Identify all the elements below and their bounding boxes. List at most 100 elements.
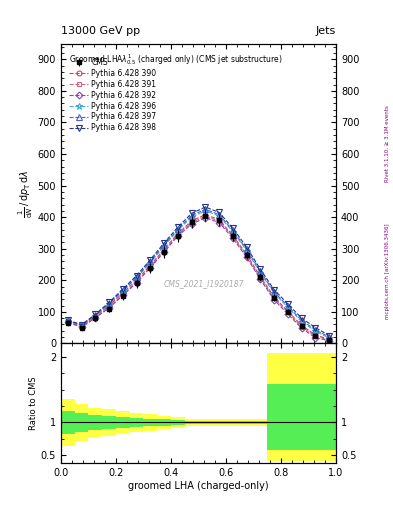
Pythia 6.428 396 — [244, 247, 249, 253]
Text: 13000 GeV pp: 13000 GeV pp — [61, 26, 140, 36]
Pythia 6.428 396 — [313, 328, 318, 334]
Pythia 6.428 391 — [134, 279, 139, 285]
Pythia 6.428 390 — [230, 232, 235, 239]
Text: CMS_2021_I1920187: CMS_2021_I1920187 — [164, 279, 244, 288]
Pythia 6.428 396 — [230, 228, 235, 234]
Pythia 6.428 390 — [285, 308, 290, 314]
Pythia 6.428 397 — [327, 334, 332, 340]
Pythia 6.428 396 — [203, 208, 208, 214]
Pythia 6.428 396 — [285, 304, 290, 310]
Pythia 6.428 392 — [299, 325, 304, 331]
Pythia 6.428 398 — [230, 225, 235, 231]
Line: Pythia 6.428 391: Pythia 6.428 391 — [65, 214, 332, 343]
Pythia 6.428 398 — [217, 209, 222, 216]
Pythia 6.428 392 — [230, 235, 235, 241]
Pythia 6.428 391 — [107, 304, 112, 310]
Line: Pythia 6.428 390: Pythia 6.428 390 — [65, 212, 332, 342]
Pythia 6.428 397 — [272, 289, 277, 295]
Pythia 6.428 398 — [107, 300, 112, 306]
Pythia 6.428 398 — [176, 224, 180, 230]
Pythia 6.428 391 — [203, 213, 208, 219]
Pythia 6.428 398 — [134, 272, 139, 279]
Pythia 6.428 392 — [162, 249, 167, 255]
Pythia 6.428 390 — [93, 313, 97, 319]
Pythia 6.428 392 — [79, 324, 84, 330]
Pythia 6.428 398 — [162, 240, 167, 246]
Pythia 6.428 391 — [65, 319, 70, 325]
Line: Pythia 6.428 392: Pythia 6.428 392 — [65, 216, 332, 343]
Pythia 6.428 398 — [65, 317, 70, 323]
Line: Pythia 6.428 396: Pythia 6.428 396 — [64, 207, 332, 342]
Pythia 6.428 390 — [134, 277, 139, 283]
Pythia 6.428 398 — [299, 315, 304, 321]
Pythia 6.428 392 — [107, 305, 112, 311]
Pythia 6.428 398 — [272, 287, 277, 293]
X-axis label: groomed LHA (charged-only): groomed LHA (charged-only) — [128, 481, 269, 491]
Pythia 6.428 396 — [217, 213, 222, 219]
Text: mcplots.cern.ch [arXiv:1306.3436]: mcplots.cern.ch [arXiv:1306.3436] — [385, 224, 390, 319]
Pythia 6.428 397 — [120, 287, 125, 293]
Pythia 6.428 397 — [258, 268, 263, 274]
Pythia 6.428 396 — [299, 318, 304, 325]
Pythia 6.428 398 — [327, 332, 332, 338]
Pythia 6.428 396 — [65, 317, 70, 324]
Pythia 6.428 391 — [162, 247, 167, 253]
Pythia 6.428 397 — [244, 246, 249, 252]
Pythia 6.428 391 — [299, 324, 304, 330]
Pythia 6.428 392 — [134, 280, 139, 286]
Pythia 6.428 392 — [120, 292, 125, 298]
Pythia 6.428 398 — [258, 266, 263, 272]
Pythia 6.428 390 — [148, 262, 152, 268]
Pythia 6.428 398 — [148, 257, 152, 263]
Pythia 6.428 392 — [65, 319, 70, 325]
Pythia 6.428 397 — [203, 206, 208, 212]
Pythia 6.428 390 — [258, 273, 263, 280]
Pythia 6.428 398 — [93, 311, 97, 317]
Pythia 6.428 390 — [189, 218, 194, 224]
Pythia 6.428 391 — [230, 233, 235, 240]
Pythia 6.428 391 — [285, 309, 290, 315]
Pythia 6.428 391 — [120, 291, 125, 297]
Pythia 6.428 397 — [65, 317, 70, 324]
Pythia 6.428 396 — [134, 275, 139, 281]
Legend: CMS, Pythia 6.428 390, Pythia 6.428 391, Pythia 6.428 392, Pythia 6.428 396, Pyt: CMS, Pythia 6.428 390, Pythia 6.428 391,… — [68, 56, 158, 134]
Pythia 6.428 397 — [313, 327, 318, 333]
Line: Pythia 6.428 397: Pythia 6.428 397 — [65, 206, 332, 340]
Pythia 6.428 391 — [258, 274, 263, 281]
Pythia 6.428 396 — [258, 270, 263, 276]
Pythia 6.428 391 — [217, 218, 222, 224]
Pythia 6.428 397 — [176, 226, 180, 232]
Pythia 6.428 396 — [120, 288, 125, 294]
Pythia 6.428 392 — [244, 254, 249, 260]
Pythia 6.428 392 — [203, 215, 208, 221]
Pythia 6.428 391 — [189, 220, 194, 226]
Pythia 6.428 397 — [162, 242, 167, 248]
Pythia 6.428 390 — [120, 290, 125, 296]
Pythia 6.428 396 — [189, 214, 194, 220]
Pythia 6.428 398 — [285, 301, 290, 307]
Pythia 6.428 396 — [93, 312, 97, 318]
Pythia 6.428 392 — [93, 315, 97, 321]
Pythia 6.428 396 — [272, 290, 277, 296]
Pythia 6.428 390 — [203, 211, 208, 218]
Pythia 6.428 397 — [79, 322, 84, 328]
Pythia 6.428 396 — [327, 335, 332, 341]
Pythia 6.428 397 — [230, 227, 235, 233]
Pythia 6.428 398 — [244, 244, 249, 250]
Pythia 6.428 398 — [203, 204, 208, 210]
Text: Jets: Jets — [316, 26, 336, 36]
Y-axis label: $\frac{1}{\mathrm{d}N}\,/\,\mathrm{d}p_\mathrm{T}\,\mathrm{d}\lambda$: $\frac{1}{\mathrm{d}N}\,/\,\mathrm{d}p_\… — [17, 169, 35, 218]
Pythia 6.428 392 — [176, 233, 180, 239]
Pythia 6.428 397 — [148, 258, 152, 264]
Pythia 6.428 398 — [189, 210, 194, 217]
Pythia 6.428 390 — [244, 251, 249, 258]
Pythia 6.428 398 — [120, 286, 125, 292]
Pythia 6.428 397 — [189, 212, 194, 219]
Pythia 6.428 391 — [93, 314, 97, 321]
Pythia 6.428 392 — [327, 337, 332, 344]
Pythia 6.428 392 — [272, 297, 277, 303]
Pythia 6.428 390 — [65, 318, 70, 325]
Pythia 6.428 396 — [107, 301, 112, 307]
Pythia 6.428 397 — [107, 300, 112, 306]
Pythia 6.428 396 — [162, 243, 167, 249]
